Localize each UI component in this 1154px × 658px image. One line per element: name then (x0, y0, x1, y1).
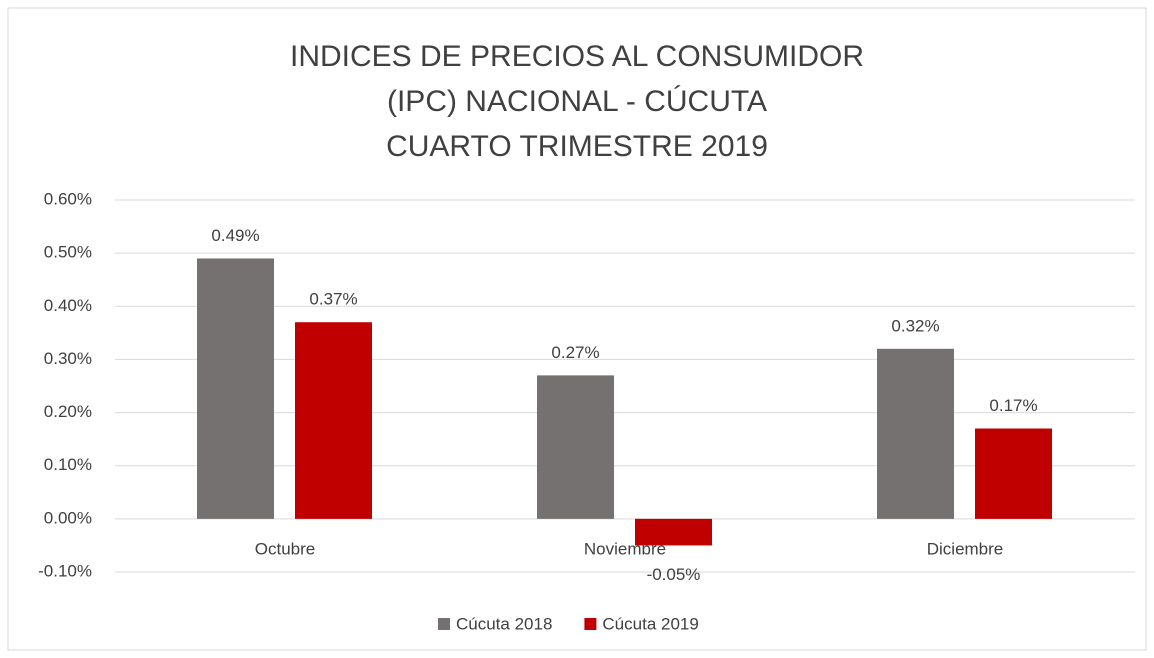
bar (537, 375, 614, 519)
bar (635, 518, 712, 546)
legend-swatch (438, 618, 450, 630)
data-label: 0.49% (211, 226, 259, 245)
y-tick-label: 0.50% (44, 243, 92, 262)
chart-title: (IPC) NACIONAL - CÚCUTA (387, 85, 767, 118)
data-label: -0.05% (647, 565, 701, 584)
y-tick-label: 0.10% (44, 455, 92, 474)
bar (975, 428, 1052, 519)
data-label: 0.32% (891, 316, 939, 335)
y-tick-label: 0.40% (44, 296, 92, 315)
y-tick-label: 0.30% (44, 349, 92, 368)
y-tick-label: 0.60% (44, 189, 92, 208)
y-tick-label: 0.00% (44, 508, 92, 527)
data-label: 0.37% (309, 290, 357, 309)
bar (197, 258, 274, 519)
bar (877, 348, 954, 519)
bar (295, 322, 372, 519)
x-tick-label: Diciembre (927, 539, 1004, 558)
legend-label: Cúcuta 2019 (602, 614, 698, 633)
legend-label: Cúcuta 2018 (456, 614, 552, 633)
y-tick-label: -0.10% (38, 561, 92, 580)
chart-title: INDICES DE PRECIOS AL CONSUMIDOR (290, 40, 864, 73)
x-tick-label: Octubre (255, 539, 315, 558)
data-label: 0.27% (551, 343, 599, 362)
data-label: 0.17% (989, 396, 1037, 415)
y-tick-label: 0.20% (44, 402, 92, 421)
legend-swatch (584, 618, 597, 630)
chart-title: CUARTO TRIMESTRE 2019 (386, 130, 768, 163)
